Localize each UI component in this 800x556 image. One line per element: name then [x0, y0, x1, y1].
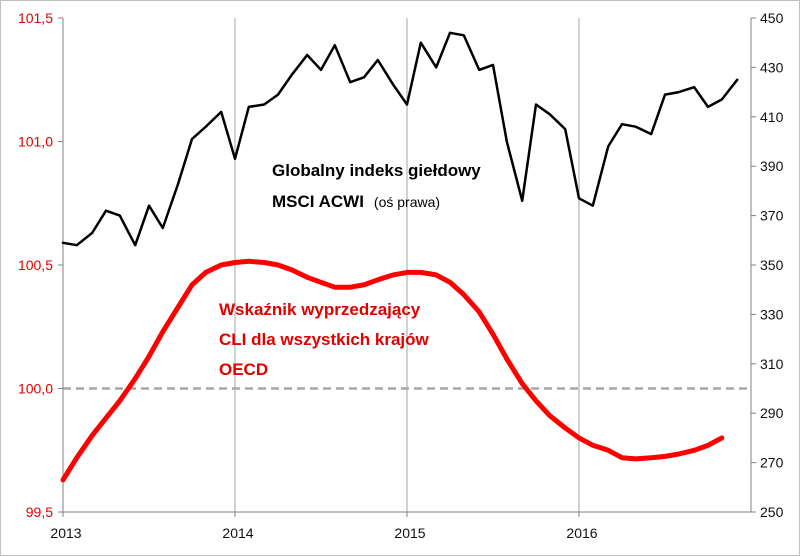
left-tick-label: 101,0	[18, 134, 53, 150]
msci-annotation-line1: Globalny indeks giełdowy	[272, 161, 481, 180]
right-tick-label: 350	[760, 257, 784, 273]
msci-annotation-axis-note: (oś prawa)	[374, 194, 440, 210]
left-tick-label: 100,5	[18, 257, 53, 273]
right-tick-label: 390	[760, 158, 784, 174]
right-tick-label: 290	[760, 405, 784, 421]
right-tick-label: 370	[760, 208, 784, 224]
msci-annotation-name: MSCI ACWI	[272, 192, 364, 211]
x-tick-label: 2014	[222, 525, 253, 541]
oecd-cli-line	[60, 258, 725, 483]
x-tick-label: 2013	[50, 525, 81, 541]
right-tick-label: 410	[760, 109, 784, 125]
msci-acwi-line	[61, 31, 739, 247]
left-tick-label: 100,0	[18, 381, 53, 397]
right-tick-label: 250	[760, 504, 784, 520]
msci-annotation-line2: MSCI ACWI (oś prawa)	[272, 192, 440, 211]
left-tick-label: 99,5	[26, 504, 53, 520]
right-tick-label: 330	[760, 306, 784, 322]
x-tick-label: 2015	[394, 525, 425, 541]
cli-annotation-line2: CLI dla wszystkich krajów	[219, 330, 430, 349]
cli-annotation-line3: OECD	[219, 360, 268, 379]
series	[60, 31, 739, 483]
right-tick-label: 310	[760, 356, 784, 372]
left-tick-label: 101,5	[18, 10, 53, 26]
tick-labels: 99,5 100,0 100,5 101,0 101,5 250 270 290 310 330 3…	[18, 10, 784, 541]
right-tick-label: 430	[760, 59, 784, 75]
right-tick-label: 270	[760, 455, 784, 471]
x-tick-label: 2016	[566, 525, 597, 541]
axes	[58, 17, 756, 517]
cli-annotation-line1: Wskaźnik wyprzedzający	[219, 300, 421, 319]
right-tick-label: 450	[760, 10, 784, 26]
